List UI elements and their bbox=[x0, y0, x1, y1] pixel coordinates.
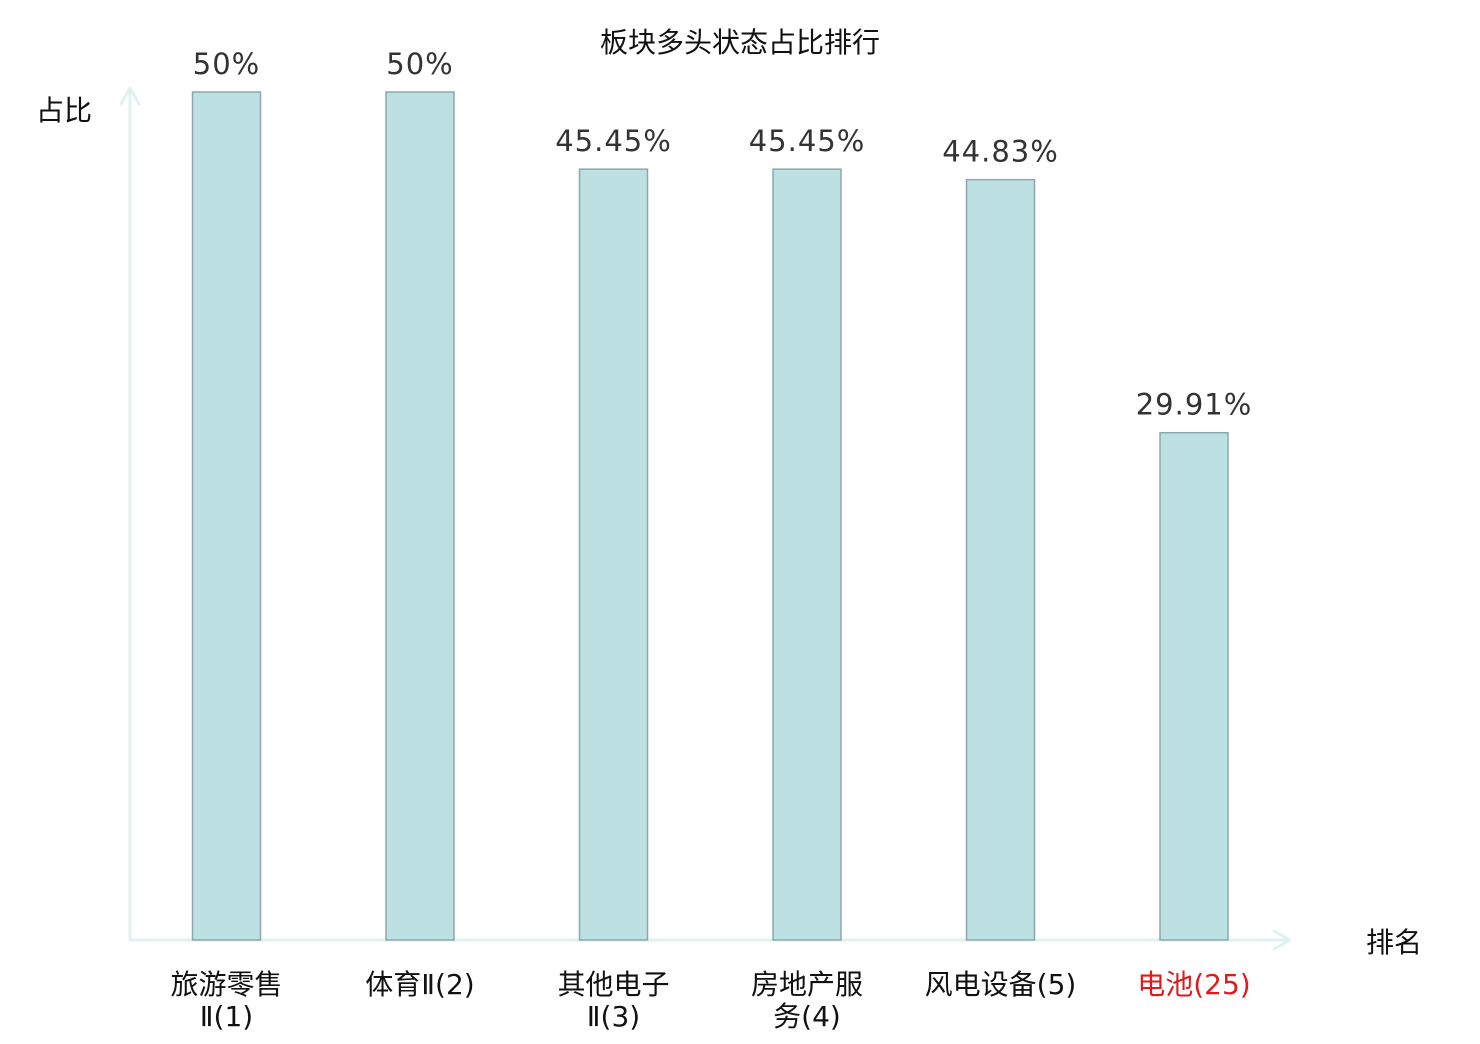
bar bbox=[578, 168, 649, 941]
bar bbox=[385, 91, 455, 941]
bar bbox=[1159, 431, 1229, 941]
x-axis-arrow bbox=[1272, 929, 1292, 951]
bar bbox=[772, 168, 842, 941]
value-label: 44.83% bbox=[942, 135, 1059, 169]
category-label: 旅游零售 bbox=[170, 968, 282, 1001]
category-label: 风电设备(5) bbox=[925, 968, 1077, 1001]
category-label: 务(4) bbox=[773, 1000, 841, 1033]
bar bbox=[965, 178, 1036, 941]
value-label: 29.91% bbox=[1136, 388, 1253, 422]
value-label: 50% bbox=[193, 47, 260, 81]
category-label: Ⅱ(1) bbox=[200, 1000, 253, 1033]
category-label: Ⅱ(3) bbox=[587, 1000, 640, 1033]
bars-group bbox=[191, 91, 1229, 941]
y-axis-label: 占比 bbox=[36, 94, 92, 127]
category-label: 体育Ⅱ(2) bbox=[365, 968, 474, 1001]
chart-title: 板块多头状态占比排行 bbox=[600, 26, 880, 59]
axes bbox=[119, 86, 1292, 951]
bar bbox=[191, 91, 262, 941]
value-label: 45.45% bbox=[555, 124, 672, 158]
value-labels-group: 50% 50% 45.45% 45.45% 44.83% 29.91% bbox=[193, 47, 1253, 422]
category-label: 其他电子 bbox=[557, 968, 669, 1001]
category-label: 房地产服 bbox=[751, 968, 863, 1001]
value-label: 50% bbox=[386, 47, 453, 81]
y-axis-arrow bbox=[119, 86, 141, 106]
x-axis-label: 排名 bbox=[1366, 926, 1422, 959]
value-label: 45.45% bbox=[749, 124, 866, 158]
category-label: 电池(25) bbox=[1137, 968, 1250, 1001]
